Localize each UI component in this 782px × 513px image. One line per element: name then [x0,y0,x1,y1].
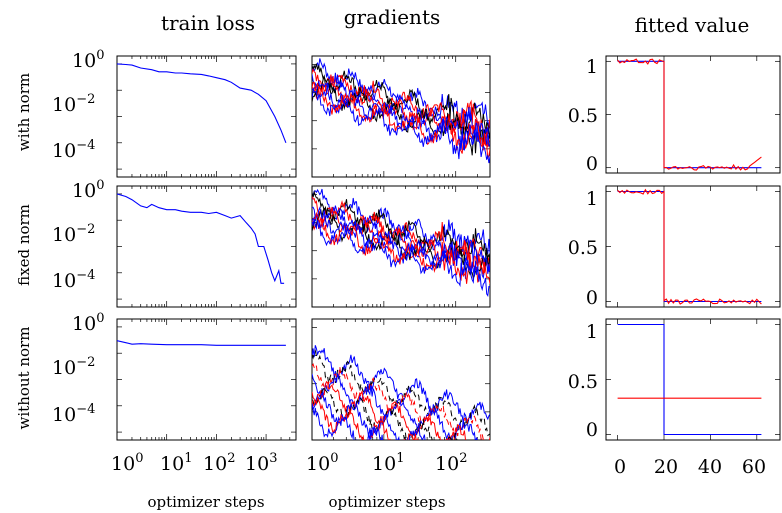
panel-frame [311,55,491,178]
gradient-series-line [312,380,489,440]
loss-y-tick: 10−4 [52,268,95,292]
gradient-series-line [312,80,490,151]
gradient-series-line [312,63,490,140]
panel-fitted-value-without-norm [605,318,781,441]
blue-series-line [117,193,285,284]
plot-area [617,188,762,305]
panel-fitted-value-with-norm [605,55,781,174]
loss-x-tick: 100 [111,451,143,475]
row-label-fixed-norm: fixed norm [15,204,33,286]
fit-y-tick: 0.5 [568,105,598,127]
loss-y-tick: 100 [72,178,104,202]
fit-y-tick: 0 [586,287,598,309]
panel-gradients-fixed-norm [311,185,491,308]
fit-y-tick: 0 [586,153,598,175]
fit-x-tick: 40 [698,456,722,478]
gradient-series-line [312,373,478,440]
grad-x-ticks: 100 101 102 [306,451,467,475]
red-series-line [617,58,762,171]
panel-train-loss-fixed-norm [116,185,297,308]
fit-y-ticks: 1 0.5 0 1 0.5 0 1 0.5 0 [568,56,598,441]
gradient-series-line [312,392,451,440]
fit-y-tick: 1 [586,321,598,343]
panel-frame [116,185,297,308]
gradient-series-line [312,395,419,440]
fit-x-tick: 0 [614,456,626,478]
loss-x-axis-label: optimizer steps [147,493,264,511]
fit-x-ticks: 0 20 40 60 [614,456,766,478]
panel-gradients-without-norm [311,318,491,441]
gradients-title: gradients [344,5,441,29]
gradient-series-line [312,206,490,283]
gradient-series-line [312,205,490,280]
fit-y-tick: 1 [586,56,598,78]
blue-series-line [117,63,287,143]
blue-series-line [617,190,762,303]
gradient-series-line [312,403,404,440]
row-label-with-norm: with norm [15,73,33,151]
row-label-without-norm: without norm [15,327,33,430]
fit-y-tick: 0.5 [568,237,598,259]
panel-fitted-value-fixed-norm [605,185,781,308]
panel-train-loss-without-norm [116,318,297,441]
panel-frame [605,55,781,174]
loss-y-tick: 100 [72,48,104,72]
grad-x-tick: 102 [435,451,467,475]
panels [116,55,781,441]
loss-x-tick: 101 [160,451,192,475]
grad-x-tick: 100 [306,451,338,475]
train-loss-title: train loss [161,11,255,35]
panel-gradients-with-norm [311,55,491,178]
loss-x-tick: 102 [203,451,235,475]
plot-area [117,193,285,284]
grad-x-tick: 101 [372,451,404,475]
plot-area [312,188,490,298]
loss-y-tick: 100 [72,311,104,335]
plot-area [117,63,287,143]
loss-y-tick: 10−2 [52,92,95,116]
plot-area [617,58,762,171]
red-series-line [617,188,762,305]
fit-x-tick: 20 [654,456,678,478]
panel-frame [605,185,781,308]
fitted-value-title: fitted value [635,13,750,37]
panel-frame [605,318,781,441]
panel-frame [311,318,491,441]
loss-y-tick: 10−4 [52,402,95,426]
panel-frame [116,55,297,178]
loss-y-ticks: 100 10−2 10−4 100 10−2 10−4 100 10−2 10−… [52,48,104,426]
gradient-series-line [312,218,490,298]
loss-y-tick: 10−2 [52,222,95,246]
fit-x-tick: 60 [742,456,766,478]
loss-x-tick: 103 [245,451,277,475]
gradient-series-line [312,345,490,424]
grad-x-axis-label: optimizer steps [328,493,445,511]
plot-area [312,58,490,164]
panel-frame [116,318,297,441]
blue-series-line [617,60,762,169]
fit-y-tick: 0.5 [568,371,598,393]
loss-y-tick: 10−2 [52,355,95,379]
gradient-series-line [312,88,490,164]
loss-y-tick: 10−4 [52,138,95,162]
panel-train-loss-with-norm [116,55,297,178]
loss-x-ticks: 100 101 102 103 [111,451,277,475]
fit-y-tick: 0 [586,419,598,441]
fit-y-tick: 1 [586,188,598,210]
plot-area [117,340,286,346]
panel-frame [311,185,491,308]
plot-area [617,323,762,436]
plot-area [312,345,490,440]
blue-series-line [617,323,762,436]
gradient-series-line [312,207,490,280]
blue-series-line [117,340,286,346]
